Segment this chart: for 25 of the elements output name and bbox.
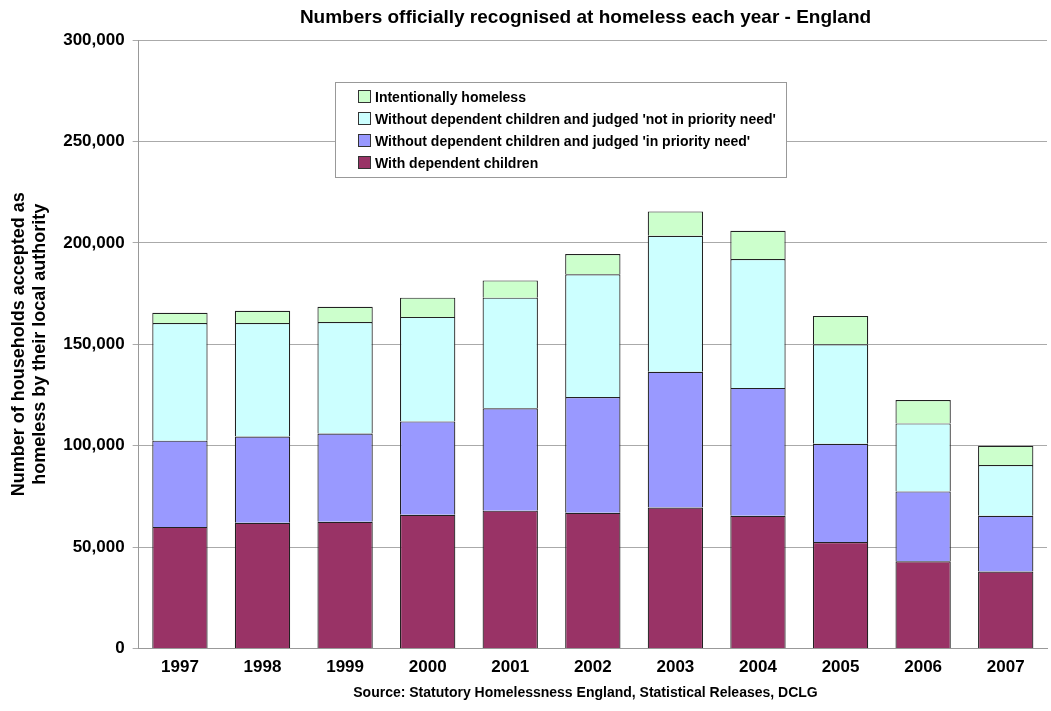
x-tick-label: 2002 [573,657,612,677]
x-tick-label: 1997 [161,657,199,677]
legend-label: With dependent children [374,154,540,173]
y-tick-label: 200,000 [63,232,125,252]
source-note: Source: Statutory Homelessness England, Statistical Releases, DCLG [352,684,819,700]
x-tick-label: 2006 [904,657,943,677]
legend-label: Intentionally homeless [374,88,527,107]
chart-title: Numbers officially recognised at homeless each year - England [298,6,873,28]
x-tick-label: 1999 [326,657,365,677]
y-tick-label: 150,000 [63,333,125,353]
y-tick-label: 50,000 [72,536,125,556]
y-axis-title: Number of households accepted as homeless by their local authority [7,192,50,497]
y-tick-label: 0 [115,638,125,658]
y-tick-label: 250,000 [63,131,125,151]
y-tick-label: 100,000 [63,435,125,455]
x-tick-label: 2007 [986,657,1025,677]
x-tick-label: 2004 [739,657,778,677]
legend-label: Without dependent children and judged 'in priority need' [374,132,752,151]
x-tick-label: 1998 [243,657,282,677]
legend-label: Without dependent children and judged 'not in priority need' [374,110,776,129]
x-tick-label: 2001 [491,657,530,677]
x-tick-label: 2005 [821,657,860,677]
y-tick-label: 300,000 [63,29,125,49]
x-tick-label: 2000 [408,657,447,677]
x-tick-label: 2003 [656,657,695,677]
